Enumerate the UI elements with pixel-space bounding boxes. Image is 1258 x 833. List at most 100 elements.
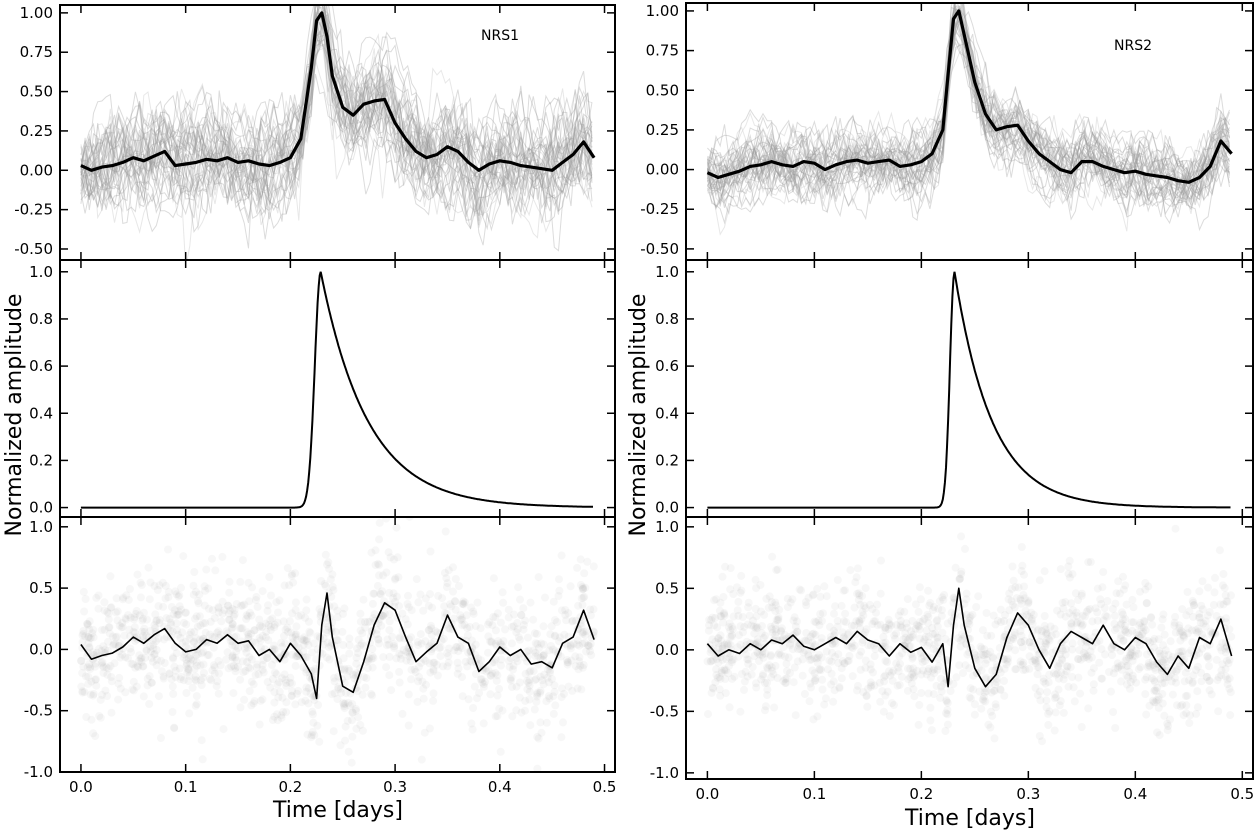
scatter-point — [181, 608, 190, 617]
scatter-point — [1157, 623, 1166, 632]
scatter-point — [354, 713, 363, 722]
scatter-point — [281, 639, 290, 648]
scatter-point — [200, 582, 209, 591]
scatter-point — [1061, 598, 1070, 606]
scatter-point — [365, 654, 374, 663]
scatter-point — [897, 672, 906, 681]
scatter-point — [1064, 569, 1073, 578]
scatter-point — [542, 718, 551, 727]
scatter-point — [182, 689, 191, 697]
scatter-point — [578, 585, 587, 594]
scatter-point — [328, 570, 337, 579]
scatter-point — [1009, 576, 1018, 585]
scatter-point — [340, 702, 349, 711]
scatter-point — [989, 611, 998, 620]
scatter-point — [85, 625, 94, 634]
scatter-point — [533, 692, 541, 701]
scatter-point — [532, 697, 541, 706]
scatter-point — [370, 610, 379, 619]
scatter-point — [177, 672, 186, 681]
scatter-point — [268, 675, 277, 683]
scatter-point — [1188, 596, 1197, 605]
scatter-point — [113, 607, 122, 616]
scatter-point — [857, 647, 866, 656]
scatter-point — [131, 663, 140, 672]
scatter-point — [564, 609, 573, 618]
scatter-point — [862, 692, 871, 701]
scatter-point — [255, 720, 264, 729]
scatter-point — [206, 630, 214, 639]
scatter-point — [1227, 591, 1235, 600]
scatter-point — [1050, 726, 1059, 735]
scatter-point — [110, 659, 119, 668]
scatter-point — [129, 660, 137, 669]
scatter-point — [766, 622, 775, 631]
scatter-point — [190, 665, 199, 674]
scatter-point — [589, 562, 598, 571]
scatter-point — [1074, 673, 1083, 682]
scatter-point — [523, 633, 532, 642]
scatter-point — [539, 640, 548, 649]
scatter-point — [943, 698, 952, 707]
scatter-point — [1010, 603, 1019, 612]
scatter-point — [382, 568, 391, 577]
scatter-point — [204, 604, 213, 613]
scatter-point — [808, 630, 817, 639]
scatter-point — [916, 595, 925, 604]
individual-curve — [80, 38, 593, 205]
scatter-point — [564, 658, 573, 667]
y-tick-label: 0.0 — [655, 641, 679, 659]
scatter-point — [1079, 649, 1088, 658]
scatter-point — [761, 706, 769, 715]
scatter-point — [1217, 646, 1226, 655]
scatter-point — [1017, 638, 1026, 647]
scatter-point — [521, 616, 530, 625]
scatter-point — [870, 652, 879, 661]
scatter-point — [579, 593, 588, 602]
scatter-point — [555, 586, 564, 595]
scatter-point — [273, 716, 282, 725]
scatter-point — [286, 673, 295, 682]
scatter-point — [375, 560, 384, 569]
y-tick-label: -0.5 — [24, 702, 53, 720]
scatter-point — [109, 640, 118, 649]
scatter-point — [1223, 675, 1232, 684]
scatter-point — [582, 627, 591, 636]
scatter-point — [458, 621, 467, 630]
scatter-point — [477, 656, 485, 665]
y-tick-label: -1.0 — [24, 763, 53, 781]
scatter-point — [469, 704, 478, 712]
scatter-point — [270, 698, 279, 707]
scatter-point — [159, 674, 168, 683]
scatter-point — [453, 669, 462, 678]
scatter-point — [1056, 565, 1065, 574]
scatter-point — [143, 681, 152, 690]
scatter-point — [584, 641, 593, 650]
scatter-point — [841, 609, 850, 618]
scatter-point — [507, 673, 516, 682]
scatter-point — [903, 686, 912, 695]
scatter-point — [287, 679, 296, 688]
scatter-point — [1059, 675, 1068, 684]
scatter-point — [123, 654, 132, 663]
scatter-point — [168, 682, 177, 691]
scatter-point — [456, 611, 465, 620]
scatter-point — [292, 630, 301, 639]
scatter-point — [926, 703, 935, 712]
scatter-point — [1163, 719, 1172, 728]
scatter-point — [377, 621, 386, 630]
scatter-point — [549, 692, 558, 701]
scatter-point — [751, 604, 760, 613]
scatter-point — [214, 627, 223, 636]
scatter-point — [1144, 582, 1153, 591]
scatter-point — [158, 578, 167, 587]
scatter-point — [135, 657, 143, 666]
scatter-point — [248, 583, 257, 592]
scatter-point — [1192, 709, 1201, 718]
scatter-point — [443, 579, 452, 588]
scatter-point — [159, 602, 168, 611]
x-tick-label: 0.5 — [593, 778, 617, 796]
scatter-point — [447, 602, 456, 611]
scatter-point — [910, 671, 919, 680]
scatter-point — [484, 620, 492, 629]
